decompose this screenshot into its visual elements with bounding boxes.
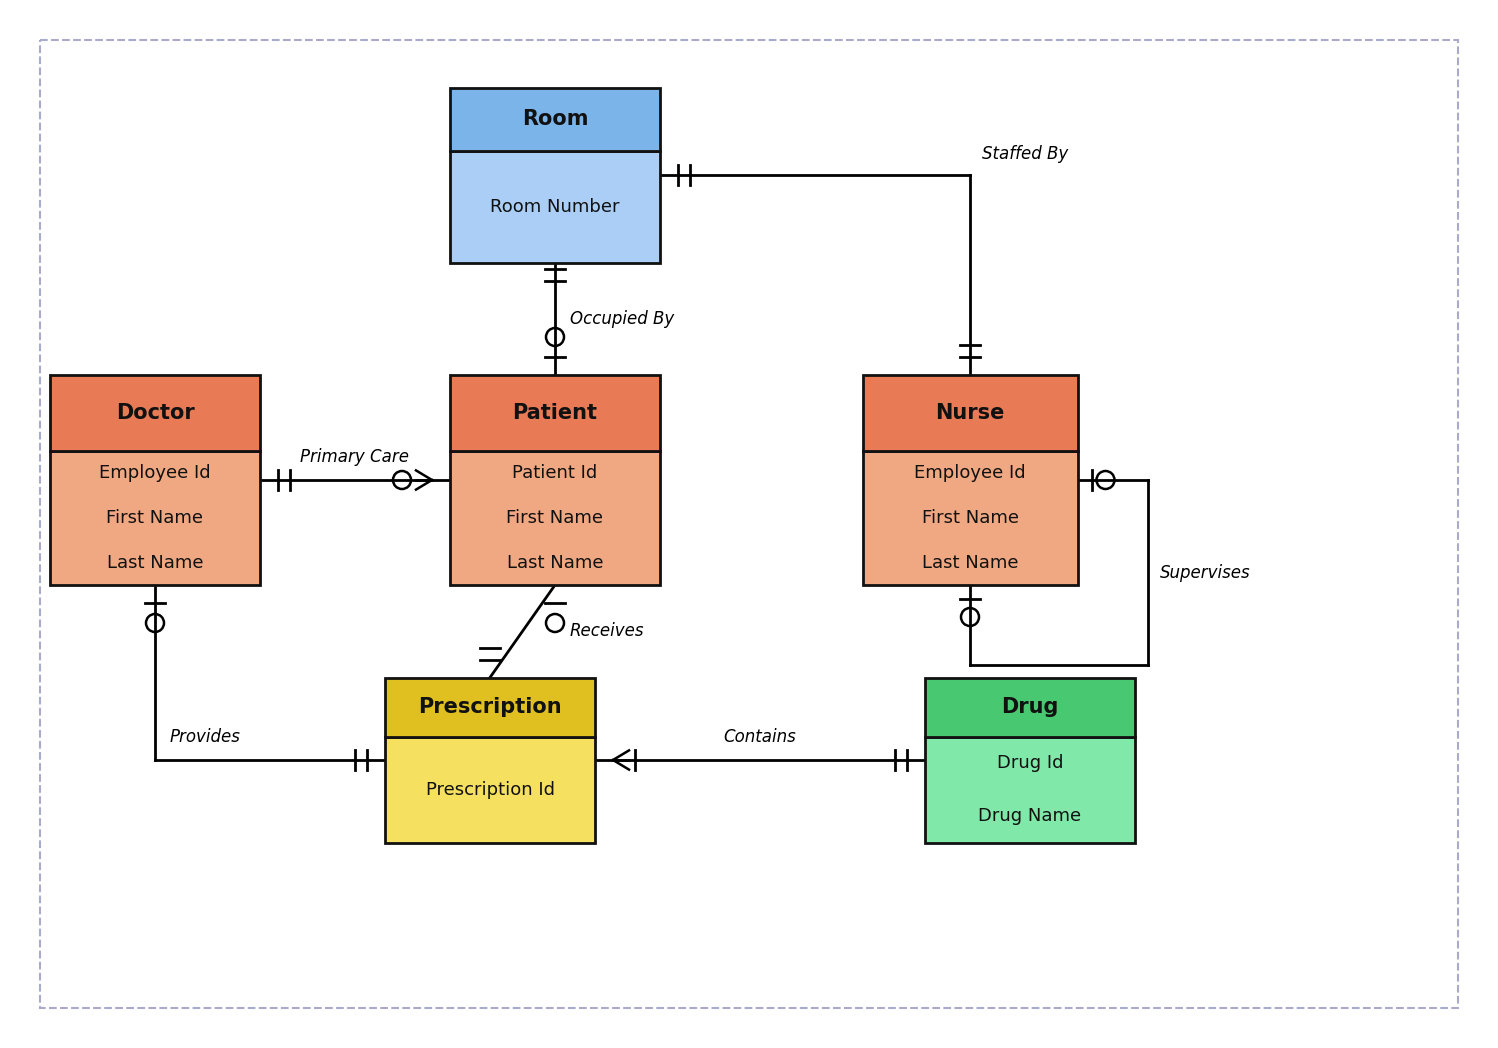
- Bar: [385, 737, 595, 843]
- Bar: [863, 375, 1077, 451]
- Text: Nurse: Nurse: [935, 402, 1005, 422]
- Text: Doctor: Doctor: [115, 402, 195, 422]
- Text: Supervises: Supervises: [1159, 564, 1251, 582]
- Text: Drug Id: Drug Id: [996, 755, 1064, 772]
- Text: Patient: Patient: [512, 402, 598, 422]
- Text: Employee Id: Employee Id: [914, 464, 1026, 482]
- Text: Last Name: Last Name: [506, 553, 604, 571]
- Bar: [924, 737, 1135, 843]
- Text: Employee Id: Employee Id: [99, 464, 211, 482]
- Text: Primary Care: Primary Care: [301, 447, 409, 466]
- Text: First Name: First Name: [106, 508, 204, 527]
- Text: Last Name: Last Name: [106, 553, 204, 571]
- Text: Prescription: Prescription: [418, 697, 562, 717]
- Text: Occupied By: Occupied By: [571, 310, 674, 328]
- Text: Prescription Id: Prescription Id: [425, 781, 554, 799]
- Text: Patient Id: Patient Id: [512, 464, 598, 482]
- Bar: [49, 375, 261, 451]
- Text: Receives: Receives: [571, 623, 644, 640]
- Bar: [863, 451, 1077, 585]
- Text: Room: Room: [521, 109, 589, 129]
- Text: Contains: Contains: [724, 728, 797, 746]
- Text: Drug Name: Drug Name: [978, 807, 1082, 825]
- Bar: [449, 151, 661, 262]
- Bar: [449, 375, 661, 451]
- Text: Last Name: Last Name: [921, 553, 1019, 571]
- Text: First Name: First Name: [506, 508, 604, 527]
- Text: First Name: First Name: [921, 508, 1019, 527]
- Bar: [49, 451, 261, 585]
- Bar: [449, 87, 661, 151]
- Bar: [385, 677, 595, 737]
- Bar: [924, 677, 1135, 737]
- Text: Provides: Provides: [169, 728, 241, 746]
- Text: Staffed By: Staffed By: [983, 145, 1068, 163]
- Text: Drug: Drug: [1001, 697, 1059, 717]
- Text: Room Number: Room Number: [490, 197, 620, 216]
- Bar: [449, 451, 661, 585]
